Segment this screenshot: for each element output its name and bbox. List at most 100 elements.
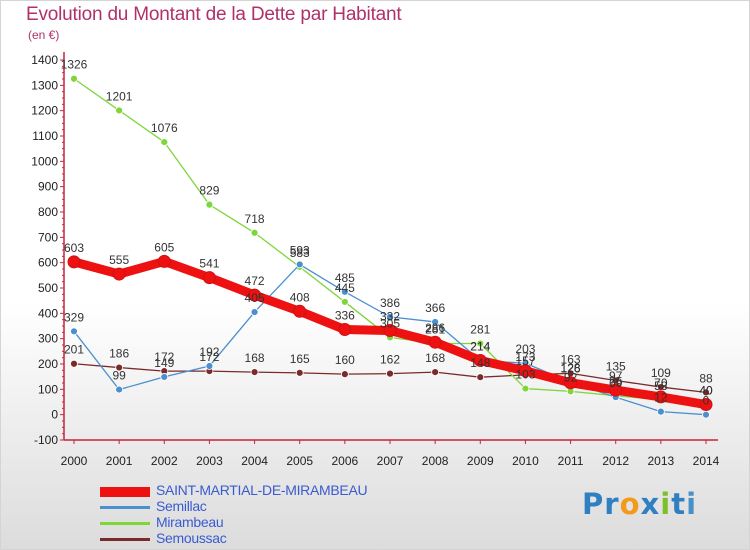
data-label-2: 305 — [380, 316, 400, 330]
x-tick-label: 2009 — [467, 454, 494, 468]
data-point-0 — [473, 353, 487, 367]
data-label-0: 332 — [380, 310, 400, 324]
data-point-1 — [386, 312, 394, 321]
data-label-0: 286 — [425, 321, 445, 335]
data-label-0: 541 — [199, 257, 219, 271]
logo-letter: i — [660, 487, 672, 521]
data-label-1: 366 — [425, 301, 445, 315]
legend-swatch-mirambeau — [100, 522, 150, 525]
data-point-2 — [521, 384, 530, 393]
data-point-3 — [115, 363, 124, 372]
y-tick-label: 100 — [38, 382, 58, 396]
data-point-2 — [476, 339, 485, 348]
data-label-3: 168 — [245, 351, 265, 365]
data-label-3: 135 — [606, 359, 626, 373]
data-label-1: 214 — [470, 339, 490, 353]
data-label-3: 160 — [335, 353, 355, 367]
data-point-2 — [205, 200, 214, 209]
data-point-3 — [250, 368, 259, 377]
data-point-1 — [656, 407, 665, 416]
y-tick-label: 1400 — [31, 53, 58, 67]
data-label-1: 149 — [154, 356, 174, 370]
logo-letter: o — [619, 487, 641, 521]
data-label-1: 12 — [654, 391, 668, 405]
x-tick-label: 2012 — [602, 454, 629, 468]
x-tick-label: 2007 — [377, 454, 404, 468]
data-label-1: 203 — [515, 342, 535, 356]
data-label-2: 445 — [335, 281, 355, 295]
data-point-3 — [70, 359, 78, 368]
y-tick-label: 400 — [38, 306, 58, 320]
data-point-0 — [338, 323, 352, 337]
data-point-2 — [340, 298, 349, 306]
data-point-0 — [202, 271, 216, 285]
legend-swatch-semoussac — [100, 538, 150, 541]
data-point-3 — [476, 373, 485, 382]
data-label-1: 128 — [561, 361, 581, 375]
data-label-1: 386 — [380, 296, 400, 310]
data-point-0 — [609, 383, 623, 397]
data-label-0: 555 — [109, 253, 129, 267]
data-label-2: 281 — [425, 322, 445, 336]
y-tick-label: 1000 — [31, 154, 58, 168]
data-label-1: 405 — [245, 291, 265, 305]
data-label-3: 162 — [380, 353, 400, 367]
x-tick-label: 2000 — [61, 454, 88, 468]
data-label-3: 88 — [699, 371, 713, 385]
y-tick-label: -100 — [34, 433, 58, 447]
data-label-0: 70 — [654, 376, 668, 390]
data-label-1: 0 — [703, 394, 710, 408]
data-point-0 — [112, 267, 126, 281]
data-point-0 — [157, 254, 171, 268]
data-point-1 — [160, 373, 169, 381]
data-label-0: 214 — [470, 339, 490, 353]
x-tick-label: 2003 — [196, 454, 223, 468]
data-point-0 — [248, 288, 262, 302]
data-label-0: 97 — [609, 369, 623, 383]
data-label-0: 336 — [335, 309, 355, 323]
data-label-2: 40 — [699, 384, 713, 398]
proxiti-logo: Proxiti — [582, 487, 697, 521]
legend-label-mirambeau: Mirambeau — [156, 514, 224, 530]
data-label-2: 829 — [199, 184, 219, 198]
y-tick-label: 500 — [38, 281, 58, 295]
logo-letter: i — [686, 487, 698, 521]
data-label-2: 58 — [654, 379, 668, 393]
data-label-2: 1326 — [61, 58, 88, 72]
data-point-3 — [295, 368, 304, 377]
data-label-1: 485 — [335, 271, 355, 285]
data-point-0 — [564, 376, 578, 390]
data-label-3: 157 — [515, 354, 535, 368]
legend-label-semillac: Semillac — [156, 498, 207, 514]
logo-letter: x — [640, 487, 661, 521]
legend-swatch-semillac — [100, 506, 150, 509]
data-label-2: 281 — [470, 322, 490, 336]
data-label-3: 168 — [425, 351, 445, 365]
y-tick-label: 1200 — [31, 104, 58, 118]
y-tick-label: 200 — [38, 357, 58, 371]
data-point-0 — [699, 398, 713, 412]
x-tick-label: 2013 — [648, 454, 675, 468]
data-point-0 — [67, 255, 81, 269]
data-point-3 — [386, 369, 394, 378]
data-label-2: 75 — [609, 375, 623, 389]
x-tick-label: 2005 — [286, 454, 313, 468]
chart-subtitle: (en €) — [28, 28, 60, 42]
data-point-1 — [70, 327, 78, 336]
data-label-0: 173 — [515, 350, 535, 364]
data-point-3 — [431, 368, 440, 377]
data-label-2: 718 — [245, 212, 265, 226]
data-point-1 — [205, 362, 214, 370]
data-label-3: 148 — [470, 356, 490, 370]
x-tick-label: 2008 — [422, 454, 449, 468]
data-point-3 — [340, 370, 349, 379]
x-tick-label: 2011 — [558, 454, 584, 468]
data-point-1 — [115, 385, 124, 394]
data-point-0 — [518, 364, 532, 378]
data-label-2: 103 — [515, 368, 535, 382]
data-label-2: 92 — [564, 370, 578, 384]
legend-label-saint-martial: SAINT-MARTIAL-DE-MIRAMBEAU — [156, 482, 368, 498]
y-tick-label: 700 — [38, 230, 58, 244]
data-label-3: 172 — [199, 350, 219, 364]
data-label-3: 201 — [64, 343, 84, 357]
